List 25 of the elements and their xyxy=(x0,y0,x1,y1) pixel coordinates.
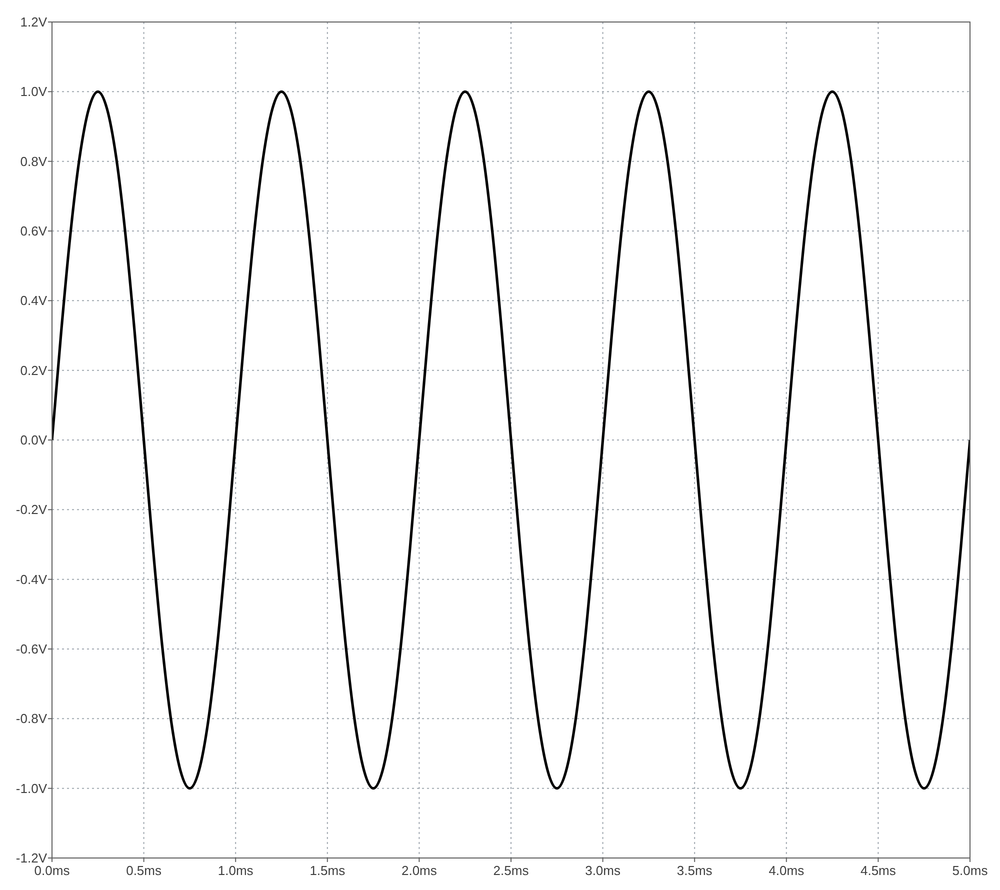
x-tick-label: 1.5ms xyxy=(310,863,346,878)
line-series xyxy=(52,90,970,790)
x-tick-label: 0.5ms xyxy=(126,863,162,878)
x-tick-label: 2.0ms xyxy=(401,863,438,878)
y-tick-label: 0.2V xyxy=(20,362,48,378)
x-tick-label: 4.5ms xyxy=(860,863,896,878)
y-tick-label: -0.4V xyxy=(16,572,48,587)
y-tick-label: 0.0V xyxy=(20,432,48,448)
y-tick-label: -0.6V xyxy=(16,642,48,656)
y-tick-label: 0.8V xyxy=(20,154,48,169)
y-tick-label: -0.2V xyxy=(16,502,48,518)
x-tick-label: 2.5ms xyxy=(493,863,530,878)
y-tick-label: 0.4V xyxy=(20,293,48,308)
x-tick-label: 3.5ms xyxy=(676,863,713,878)
x-tick-label: 0.0ms xyxy=(34,863,70,878)
y-tick-label: -1.2V xyxy=(16,850,48,866)
y-tick-label: -0.8V xyxy=(16,711,48,726)
x-tick-label: 1.0ms xyxy=(218,863,254,878)
x-tick-label: 4.0ms xyxy=(768,863,805,878)
y-tick-label: 1.2V xyxy=(20,14,48,30)
x-tick-label: 3.0ms xyxy=(585,863,621,878)
y-tick-label: 0.6V xyxy=(20,224,48,238)
y-tick-label: -1.0V xyxy=(16,780,48,796)
y-tick-label: 1.0V xyxy=(20,84,48,100)
x-tick-label: 5.0ms xyxy=(952,863,988,878)
